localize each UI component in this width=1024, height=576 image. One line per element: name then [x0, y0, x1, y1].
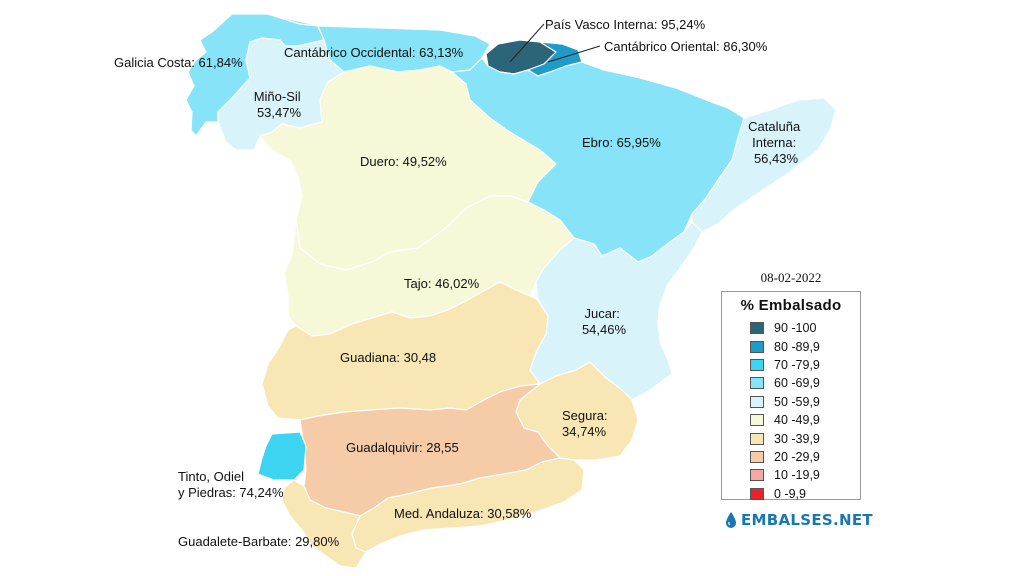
legend-item: 30 -39,9 [722, 429, 860, 447]
label-segura: Segura: 34,74% [562, 408, 611, 439]
label-cantabrico-occidental: Cantábrico Occidental: 63,13% [284, 45, 464, 60]
legend-swatch [750, 358, 764, 371]
label-ebro: Ebro: 65,95% [582, 135, 661, 150]
legend-item: 60 -69,9 [722, 374, 860, 392]
legend-label: 40 -49,9 [774, 413, 820, 428]
region-guadalete-barbate[interactable] [281, 479, 367, 569]
region-guadiana[interactable] [261, 281, 549, 421]
legend-item: 20 -29,9 [722, 448, 860, 466]
legend-label: 0 -9,9 [774, 486, 806, 501]
legend-label: 50 -59,9 [774, 394, 820, 409]
label-galicia-costa: Galicia Costa: 61,84% [114, 55, 243, 70]
legend-item: 80 -89,9 [722, 337, 860, 355]
label-med-andaluza: Med. Andaluza: 30,58% [394, 506, 532, 521]
legend-label: 80 -89,9 [774, 339, 820, 354]
label-guadalete-barbate: Guadalete-Barbate: 29,80% [178, 534, 340, 549]
pointer-line-cantabrico-oriental [547, 45, 601, 63]
water-drop-icon [726, 512, 736, 528]
legend-item: 0 -9,9 [722, 485, 860, 503]
label-guadiana: Guadiana: 30,48 [340, 350, 436, 365]
legend-item: 70 -79,9 [722, 356, 860, 374]
legend-item: 40 -49,9 [722, 411, 860, 429]
legend-swatch [750, 432, 764, 445]
brand-name: EMBALSES.NET [741, 511, 873, 529]
label-mino-sil: Miño-Sil 53,47% [254, 89, 305, 120]
legend-label: 90 -100 [774, 321, 817, 336]
legend-swatch [750, 340, 764, 353]
legend-label: 70 -79,9 [774, 357, 820, 372]
label-duero: Duero: 49,52% [360, 154, 447, 169]
legend-label: 30 -39,9 [774, 431, 820, 446]
brand-logo: EMBALSES.NET [725, 511, 873, 529]
label-guadalquivir: Guadalquivir: 28,55 [346, 440, 459, 455]
legend-swatch [750, 322, 764, 335]
legend-swatch [750, 469, 764, 482]
region-cataluna-interna[interactable] [691, 97, 837, 233]
legend-item: 10 -19,9 [722, 466, 860, 484]
region-med-andaluza[interactable] [351, 457, 585, 553]
label-cataluna-interna: Cataluña Interna: 56,43% [748, 119, 804, 166]
pointer-line-pais-vasco [509, 23, 545, 63]
label-tinto-odiel-piedras: Tinto, Odiel y Piedras: 74,24% [178, 469, 284, 500]
legend-swatch [750, 377, 764, 390]
label-tajo: Tajo: 46,02% [404, 276, 480, 291]
legend-swatch [750, 414, 764, 427]
legend-label: 60 -69,9 [774, 376, 820, 391]
legend: % Embalsado 90 -100 80 -89,9 70 -79,9 60 -6… [721, 291, 861, 503]
legend-label: 10 -19,9 [774, 468, 820, 483]
label-jucar: Jucar: 54,46% [582, 306, 627, 337]
map-date: 08-02-2022 [760, 270, 822, 285]
legend-item: 50 -59,9 [722, 393, 860, 411]
legend-rows: 90 -100 80 -89,9 70 -79,9 60 -69,9 50 -59,9 4… [722, 319, 860, 503]
legend-label: 20 -29,9 [774, 449, 820, 464]
legend-swatch [750, 450, 764, 463]
legend-title: % Embalsado [740, 297, 842, 314]
legend-item: 90 -100 [722, 319, 860, 337]
legend-swatch [750, 395, 764, 408]
label-cantabrico-oriental: Cantábrico Oriental: 86,30% [604, 39, 768, 54]
legend-swatch [750, 487, 764, 500]
region-tinto-odiel-piedras[interactable] [257, 431, 307, 481]
label-pais-vasco-interna: País Vasco Interna: 95,24% [545, 17, 706, 32]
